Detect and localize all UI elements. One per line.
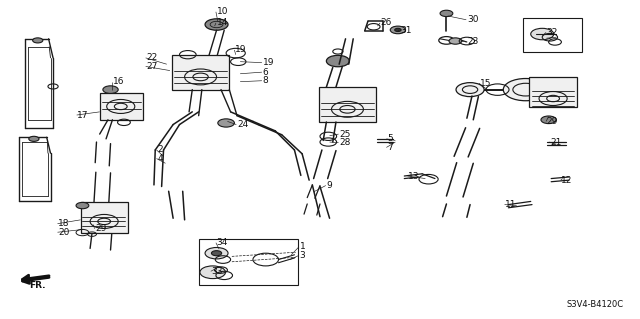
Text: 11: 11 [505, 200, 516, 209]
Text: 25: 25 [339, 130, 351, 138]
Circle shape [33, 38, 43, 43]
Bar [319, 87, 376, 122]
Circle shape [390, 26, 406, 34]
Text: 30: 30 [467, 15, 478, 24]
Text: 33: 33 [211, 267, 223, 276]
Text: 15: 15 [479, 79, 491, 88]
Circle shape [103, 86, 118, 93]
Text: 26: 26 [381, 19, 392, 27]
Circle shape [531, 28, 554, 40]
Bar [523, 18, 582, 51]
Circle shape [440, 10, 453, 17]
Circle shape [205, 19, 228, 30]
Text: 2: 2 [157, 145, 163, 154]
Text: 20: 20 [58, 228, 70, 237]
Text: 34: 34 [216, 238, 228, 247]
Circle shape [503, 78, 548, 101]
Text: 32: 32 [547, 28, 558, 37]
Text: 8: 8 [262, 76, 268, 85]
Text: 12: 12 [561, 176, 573, 185]
Text: 1: 1 [300, 242, 305, 251]
Text: 23: 23 [467, 38, 478, 47]
Bar [172, 55, 229, 90]
Bar [198, 239, 298, 285]
Text: 29: 29 [547, 117, 558, 126]
Bar [529, 77, 577, 107]
Circle shape [218, 119, 234, 127]
Text: 9: 9 [326, 181, 332, 190]
Circle shape [200, 266, 225, 278]
Text: 19: 19 [235, 45, 246, 55]
Text: 3: 3 [300, 251, 305, 260]
Circle shape [29, 136, 39, 141]
Circle shape [456, 83, 484, 97]
Text: 10: 10 [216, 7, 228, 16]
Text: 5: 5 [387, 134, 393, 143]
Text: 31: 31 [400, 26, 412, 35]
Text: 28: 28 [339, 138, 351, 147]
Circle shape [395, 28, 401, 32]
Text: 4: 4 [157, 154, 163, 163]
Text: 27: 27 [147, 62, 157, 71]
Bar [81, 202, 129, 233]
Circle shape [211, 251, 221, 256]
Bar [100, 93, 143, 120]
Text: 21: 21 [550, 137, 561, 146]
Text: 18: 18 [58, 219, 70, 228]
Circle shape [76, 202, 89, 209]
Text: 29: 29 [95, 224, 107, 233]
Text: 22: 22 [147, 53, 157, 62]
Text: 24: 24 [237, 120, 248, 129]
Circle shape [541, 116, 556, 123]
Text: 6: 6 [262, 68, 268, 77]
Text: S3V4-B4120C: S3V4-B4120C [566, 300, 623, 308]
Text: FR.: FR. [29, 281, 46, 290]
Text: 16: 16 [113, 77, 125, 86]
Text: 17: 17 [77, 111, 89, 120]
Text: 13: 13 [408, 172, 420, 181]
Circle shape [449, 38, 462, 44]
Circle shape [326, 55, 349, 67]
Text: 19: 19 [262, 58, 274, 67]
Text: 14: 14 [216, 19, 228, 27]
Circle shape [205, 248, 228, 259]
Text: 7: 7 [387, 143, 393, 152]
